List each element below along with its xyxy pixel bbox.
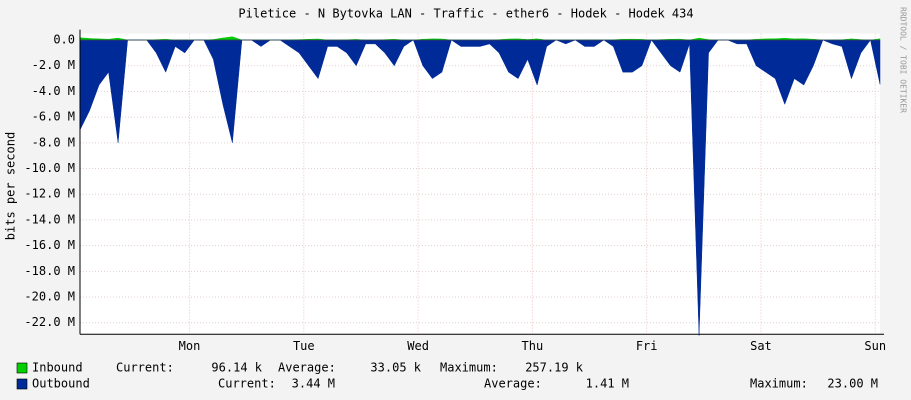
y-tick-label: 0.0 <box>53 33 75 47</box>
chart-title: Piletice - N Bytovka LAN - Traffic - eth… <box>238 7 693 21</box>
y-tick-label: -8.0 M <box>32 135 75 149</box>
x-tick-label: Wed <box>407 339 429 353</box>
y-tick-label: -10.0 M <box>24 161 75 175</box>
x-tick-label: Sat <box>750 339 772 353</box>
y-tick-label: -20.0 M <box>24 290 75 304</box>
x-tick-label: Sun <box>864 339 886 353</box>
legend-stat: 257.19 k <box>525 361 584 375</box>
legend-stat: Maximum: <box>440 361 498 375</box>
x-tick-label: Fri <box>636 339 658 353</box>
y-tick-label: -6.0 M <box>32 110 75 124</box>
y-tick-label: -4.0 M <box>32 84 75 98</box>
legend-label: Outbound <box>32 377 90 391</box>
y-tick-label: -12.0 M <box>24 187 75 201</box>
legend-stat: Current: <box>116 361 174 375</box>
x-tick-label: Mon <box>179 339 201 353</box>
legend-swatch <box>16 362 28 374</box>
x-tick-label: Tue <box>293 339 315 353</box>
legend-stat: Maximum: <box>750 377 808 391</box>
legend-stat: 1.41 M <box>586 377 629 391</box>
legend-swatch <box>16 378 28 390</box>
legend-stat: 3.44 M <box>292 377 335 391</box>
legend-stat: Average: <box>484 377 542 391</box>
legend-stat: Current: <box>218 377 276 391</box>
legend-label: Inbound <box>32 361 83 375</box>
legend-stat: Average: <box>278 361 336 375</box>
y-axis-label: bits per second <box>4 132 18 240</box>
y-tick-label: -18.0 M <box>24 264 75 278</box>
legend-stat: 33.05 k <box>370 361 421 375</box>
legend-stat: 23.00 M <box>827 377 878 391</box>
area <box>79 39 881 336</box>
y-tick-label: -22.0 M <box>24 315 75 329</box>
y-tick-label: -14.0 M <box>24 212 75 226</box>
x-tick-label: Thu <box>522 339 544 353</box>
plot-area <box>80 33 880 335</box>
y-tick-label: -2.0 M <box>32 58 75 72</box>
y-tick-label: -16.0 M <box>24 238 75 252</box>
watermark: RRDTOOL / TOBI OETIKER <box>899 7 908 113</box>
legend-stat: 96.14 k <box>211 361 262 375</box>
